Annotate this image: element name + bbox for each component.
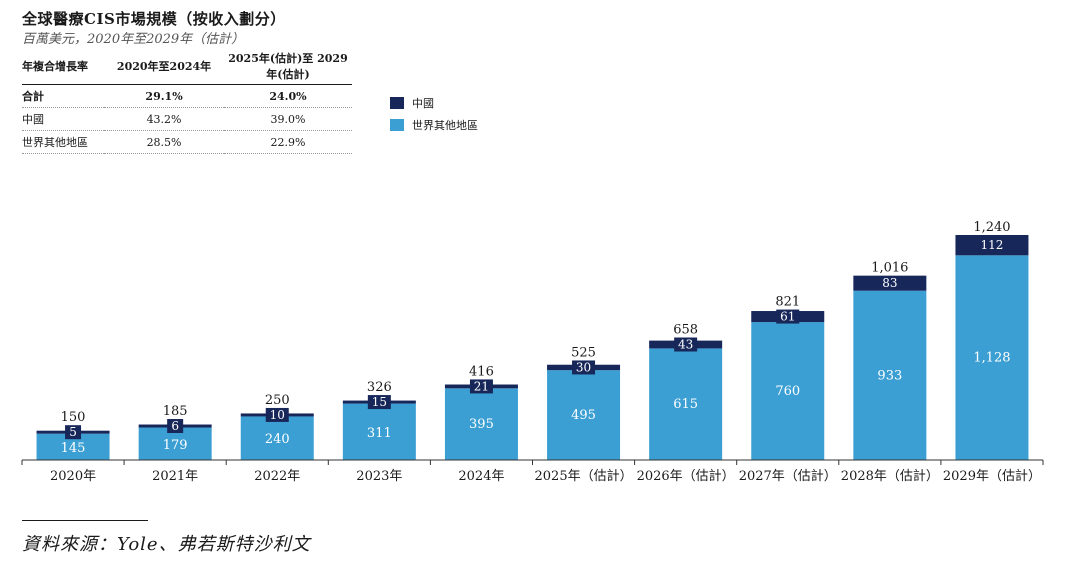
legend-swatch-china bbox=[390, 97, 404, 109]
bar-label-bg-china bbox=[776, 309, 800, 324]
bar-label-bg-china bbox=[367, 395, 391, 410]
bar-total-label: 1,240 bbox=[973, 220, 1010, 235]
bar-label-china: 61 bbox=[780, 310, 795, 324]
bar-label-bg-china bbox=[674, 337, 698, 352]
bar-label-china: 6 bbox=[171, 419, 179, 433]
cagr-row-label: 中國 bbox=[22, 107, 105, 131]
bar-label-bg-china bbox=[167, 419, 184, 434]
bar-china bbox=[955, 235, 1029, 256]
bar-label-bg-china bbox=[572, 360, 596, 375]
cagr-row-value-1: 28.5% bbox=[104, 130, 224, 154]
bar-label-china: 43 bbox=[678, 338, 693, 352]
legend-label-rest-of-world: 世界其他地區 bbox=[412, 119, 478, 132]
source-divider bbox=[22, 520, 148, 521]
x-tick-label: 2028年（估計） bbox=[841, 468, 939, 484]
bar-label-rest-of-world: 615 bbox=[673, 397, 698, 412]
bar-total-label: 250 bbox=[265, 393, 290, 408]
bar-label-bg-china bbox=[265, 407, 289, 422]
cagr-row-rest-of-world: 世界其他地區 28.5% 22.9% bbox=[22, 130, 352, 154]
x-tick-label: 2027年（估計） bbox=[739, 468, 837, 484]
bar-label-rest-of-world: 933 bbox=[877, 368, 902, 383]
x-tick-label: 2025年（估計） bbox=[535, 468, 633, 484]
bar-label-rest-of-world: 145 bbox=[61, 441, 86, 456]
bar-label-china: 5 bbox=[69, 425, 77, 439]
bar-total-label: 525 bbox=[571, 345, 596, 360]
cagr-header-period2: 2025年(估計)至 2029年(估計) bbox=[224, 48, 352, 85]
bar-total-label: 185 bbox=[163, 404, 188, 419]
x-tick-label: 2026年（估計） bbox=[637, 468, 735, 484]
source-note: 資料來源：Yole、弗若斯特沙利文 bbox=[22, 534, 311, 555]
bar-china bbox=[853, 275, 927, 291]
bar-label-rest-of-world: 311 bbox=[367, 426, 392, 441]
x-tick-label: 2023年 bbox=[356, 469, 402, 484]
bar-total-label: 416 bbox=[469, 364, 494, 379]
x-tick-label: 2024年 bbox=[458, 469, 504, 484]
cagr-row-value-2: 24.0% bbox=[224, 84, 352, 108]
bar-rest-of-world bbox=[444, 388, 518, 460]
cagr-table: 年複合增長率 2020年至2024年 2025年(估計)至 2029年(估計) … bbox=[22, 48, 352, 154]
bar-rest-of-world bbox=[649, 348, 723, 460]
bar-label-rest-of-world: 495 bbox=[571, 408, 596, 423]
bar-rest-of-world bbox=[751, 322, 825, 460]
legend-swatch-rest-of-world bbox=[390, 119, 404, 131]
bar-rest-of-world bbox=[547, 370, 621, 460]
cagr-row-label: 合計 bbox=[22, 84, 105, 108]
legend-item-china: 中國 bbox=[390, 95, 478, 111]
chart-title: 全球醫療CIS市場規模（按收入劃分） bbox=[22, 10, 286, 28]
cagr-header-label: 年複合增長率 bbox=[22, 48, 105, 85]
bar-total-label: 658 bbox=[673, 323, 698, 338]
cagr-row-value-2: 39.0% bbox=[224, 107, 352, 131]
bar-label-china: 15 bbox=[372, 395, 387, 409]
bar-total-label: 1,016 bbox=[871, 261, 908, 276]
bar-total-label: 821 bbox=[775, 295, 800, 310]
chart-legend: 中國 世界其他地區 bbox=[390, 95, 478, 139]
bar-total-label: 150 bbox=[61, 410, 86, 425]
cagr-header-period1: 2020年至2024年 bbox=[104, 48, 224, 85]
bar-label-china: 30 bbox=[576, 360, 591, 374]
bar-label-china: 112 bbox=[980, 238, 1003, 252]
bar-total-label: 326 bbox=[367, 380, 392, 395]
bar-label-bg-china bbox=[65, 425, 82, 440]
bar-rest-of-world bbox=[240, 416, 314, 460]
x-tick-label: 2020年 bbox=[50, 469, 96, 484]
x-tick-label: 2029年（估計） bbox=[943, 468, 1041, 484]
cagr-row-china: 中國 43.2% 39.0% bbox=[22, 107, 352, 131]
cagr-row-value-2: 22.9% bbox=[224, 130, 352, 154]
x-tick-label: 2021年 bbox=[152, 469, 198, 484]
bar-label-china: 10 bbox=[270, 408, 285, 422]
cagr-row-total: 合計 29.1% 24.0% bbox=[22, 84, 352, 108]
bar-label-bg-china bbox=[469, 379, 493, 394]
cagr-header-row: 年複合增長率 2020年至2024年 2025年(估計)至 2029年(估計) bbox=[22, 48, 352, 85]
bar-label-rest-of-world: 1,128 bbox=[973, 351, 1010, 366]
chart-subtitle: 百萬美元，2020年至2029年（估計） bbox=[22, 32, 245, 47]
x-tick-label: 2022年 bbox=[254, 469, 300, 484]
bar-rest-of-world bbox=[955, 255, 1029, 460]
bar-rest-of-world bbox=[342, 403, 416, 460]
cagr-row-value-1: 29.1% bbox=[104, 84, 224, 108]
bar-label-rest-of-world: 179 bbox=[163, 438, 188, 453]
bar-label-rest-of-world: 395 bbox=[469, 417, 494, 432]
bar-label-china: 21 bbox=[474, 379, 489, 393]
cagr-row-value-1: 43.2% bbox=[104, 107, 224, 131]
legend-label-china: 中國 bbox=[412, 97, 434, 110]
bar-label-rest-of-world: 760 bbox=[775, 384, 800, 399]
bar-label-rest-of-world: 240 bbox=[265, 432, 290, 447]
legend-item-rest-of-world: 世界其他地區 bbox=[390, 117, 478, 133]
bar-rest-of-world bbox=[853, 290, 927, 460]
bar-label-china: 83 bbox=[882, 276, 897, 290]
cagr-row-label: 世界其他地區 bbox=[22, 130, 105, 154]
